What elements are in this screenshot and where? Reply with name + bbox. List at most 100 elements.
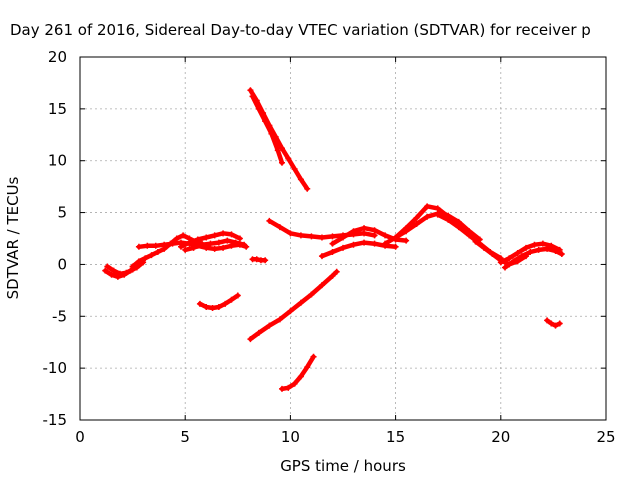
series-arc-steep-down-2	[249, 93, 285, 166]
data-point	[514, 250, 521, 257]
data-point	[173, 235, 180, 242]
data-point	[361, 239, 368, 246]
data-point	[455, 224, 462, 231]
data-point	[262, 257, 269, 264]
data-point	[152, 242, 159, 249]
series-arc-mid-wave	[177, 230, 243, 250]
data-point	[268, 130, 275, 137]
data-point	[361, 225, 368, 232]
x-axis-label: GPS time / hours	[280, 457, 406, 475]
x-tick-label: 10	[281, 428, 300, 446]
data-point	[102, 267, 109, 274]
data-point	[552, 247, 559, 254]
data-point	[329, 272, 336, 279]
data-point	[308, 233, 315, 240]
data-point	[220, 244, 227, 251]
data-point	[318, 234, 325, 241]
data-point	[350, 241, 357, 248]
data-point	[211, 232, 218, 239]
data-point	[177, 243, 184, 250]
data-point	[371, 227, 378, 234]
x-tick-label: 15	[386, 428, 405, 446]
data-point	[148, 252, 155, 259]
data-point	[209, 304, 216, 311]
data-point	[222, 300, 229, 307]
data-point	[123, 269, 130, 276]
data-point	[276, 224, 283, 231]
data-point	[182, 246, 189, 253]
data-point	[497, 259, 504, 266]
data-point	[304, 185, 311, 192]
data-point	[318, 282, 325, 289]
data-point	[434, 205, 441, 212]
data-point	[285, 155, 292, 162]
data-point	[548, 320, 555, 327]
data-point	[278, 385, 285, 392]
data-point	[361, 230, 368, 237]
x-tick-label: 5	[180, 428, 190, 446]
data-point	[215, 239, 222, 246]
series-arc-neg12	[278, 353, 317, 392]
data-point	[531, 241, 538, 248]
data-point	[203, 303, 210, 310]
series-arc-21-lower	[502, 245, 565, 271]
series-arc-20-wave	[497, 240, 563, 266]
data-point	[539, 240, 546, 247]
data-point	[186, 239, 193, 246]
y-tick-label: -10	[43, 359, 68, 377]
data-point	[297, 232, 304, 239]
data-point	[104, 263, 111, 270]
data-point	[116, 270, 123, 277]
data-layer	[102, 87, 565, 392]
data-point	[308, 291, 315, 298]
x-tick-label: 20	[491, 428, 510, 446]
data-point	[329, 233, 336, 240]
data-point	[207, 240, 214, 247]
data-point	[403, 228, 410, 235]
data-point	[558, 251, 565, 258]
data-point	[203, 234, 210, 241]
y-tick-label: 10	[48, 152, 67, 170]
data-point	[527, 248, 534, 255]
plot-frame	[79, 56, 607, 421]
data-point	[108, 271, 115, 278]
data-point	[544, 245, 551, 252]
data-point	[255, 105, 262, 112]
data-point	[340, 244, 346, 251]
data-point	[129, 263, 136, 270]
data-point	[502, 264, 509, 271]
data-point	[556, 320, 563, 327]
data-point	[333, 268, 340, 275]
data-point	[291, 380, 298, 387]
x-tick-label: 25	[596, 428, 615, 446]
data-point	[297, 176, 304, 183]
data-point	[371, 232, 378, 239]
data-point	[552, 322, 559, 329]
data-point	[215, 303, 222, 310]
series-short-8.3	[249, 256, 269, 264]
data-point	[228, 296, 235, 303]
data-point	[472, 238, 479, 245]
data-point	[382, 232, 389, 239]
data-point	[199, 241, 206, 248]
data-point	[392, 234, 399, 241]
data-point	[228, 231, 235, 238]
data-point	[110, 267, 117, 274]
data-point	[434, 211, 441, 218]
series-line	[248, 269, 339, 342]
data-point	[190, 244, 197, 251]
data-point	[241, 241, 248, 248]
data-point	[154, 248, 161, 255]
data-point	[510, 258, 517, 265]
series-arc-neg4	[196, 292, 241, 311]
y-tick-label: 0	[57, 255, 67, 273]
data-point	[506, 255, 513, 262]
data-point	[329, 240, 336, 247]
data-point	[161, 241, 168, 248]
data-point	[466, 232, 473, 239]
data-point	[403, 237, 410, 244]
data-point	[144, 242, 151, 249]
y-axis-label: SDTVAR / TECUs	[4, 176, 22, 299]
